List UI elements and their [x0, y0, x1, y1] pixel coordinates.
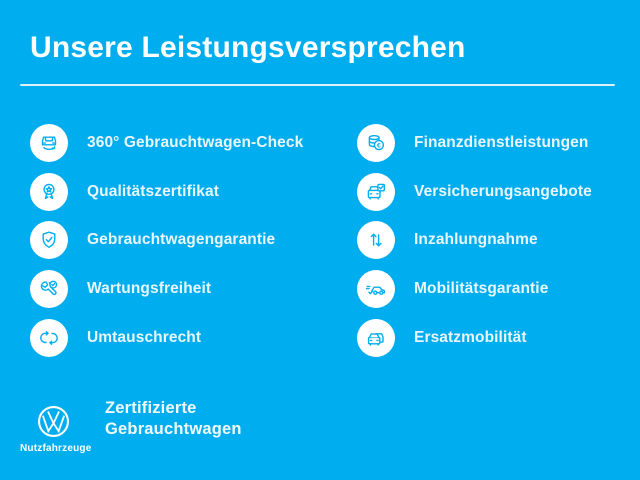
promise-label: Versicherungsangebote — [414, 182, 592, 200]
quality-certificate-medal-icon — [30, 172, 68, 211]
exchange-arrows-icon — [30, 318, 68, 357]
promise-label: Wartungsfreiheit — [87, 280, 212, 298]
promise-column-right: € Finanzdienstleistungen Versicherungsan… — [357, 119, 592, 362]
brand-sublabel: Nutzfahrzeuge — [20, 443, 92, 454]
list-item: 360° Gebrauchtwagen-Check — [30, 119, 303, 168]
list-item: Versicherungsangebote — [357, 168, 592, 217]
finance-coins-euro-icon: € — [357, 124, 395, 163]
svg-text:€: € — [377, 143, 381, 150]
promise-label: Gebrauchtwagengarantie — [87, 231, 276, 249]
car-360-check-icon — [30, 124, 68, 163]
mobility-car-check-icon — [357, 270, 395, 309]
vw-logo — [37, 405, 70, 443]
promise-label: 360° Gebrauchtwagen-Check — [87, 134, 304, 152]
insurance-car-checklist-icon — [357, 172, 395, 211]
promise-label: Finanzdienstleistungen — [414, 134, 589, 152]
promise-label: Umtauschrecht — [87, 328, 202, 346]
page-title: Unsere Leistungsversprechen — [30, 31, 466, 64]
promise-label: Mobilitätsgarantie — [414, 280, 549, 298]
list-item: Wartungsfreiheit — [30, 265, 303, 314]
title-divider — [20, 84, 615, 86]
list-item: Qualitätszertifikat — [30, 168, 303, 217]
list-item: Ersatzmobilität — [357, 313, 592, 362]
trade-in-up-down-arrows-icon — [357, 221, 395, 260]
list-item: Mobilitätsgarantie — [357, 265, 592, 314]
warranty-shield-check-icon — [30, 221, 68, 260]
program-name-line2: Gebrauchtwagen — [105, 420, 242, 438]
list-item: Umtauschrecht — [30, 313, 303, 362]
list-item: Inzahlungnahme — [357, 216, 592, 265]
program-name-line1: Zertifizierte — [105, 399, 197, 417]
promise-label: Ersatzmobilität — [414, 328, 527, 346]
maintenance-wrench-check-icon — [30, 270, 68, 309]
program-name: Zertifizierte Gebrauchtwagen — [105, 398, 242, 440]
promise-label: Qualitätszertifikat — [87, 182, 219, 200]
replacement-two-cars-icon — [357, 318, 395, 357]
list-item: Gebrauchtwagengarantie — [30, 216, 303, 265]
list-item: € Finanzdienstleistungen — [357, 119, 592, 168]
promise-column-left: 360° Gebrauchtwagen-Check Qualitätszerti… — [30, 119, 303, 362]
promise-label: Inzahlungnahme — [414, 231, 538, 249]
